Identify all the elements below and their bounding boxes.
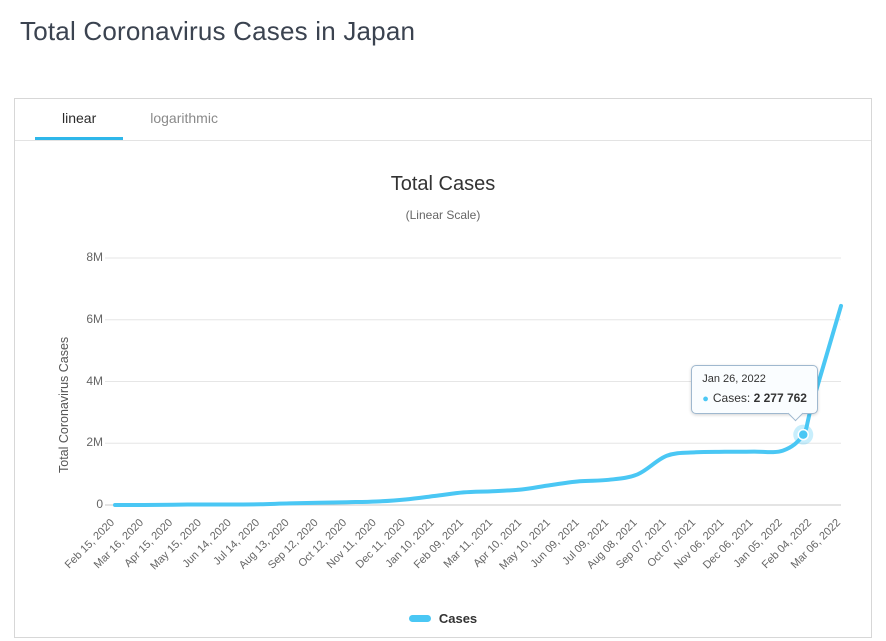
legend: Cases — [15, 609, 871, 627]
tab-logarithmic[interactable]: logarithmic — [150, 110, 218, 126]
cases-line[interactable] — [113, 303, 843, 508]
chart-subtitle: (Linear Scale) — [405, 208, 481, 222]
y-tick-label: 6M — [86, 311, 103, 326]
tooltip-row: ● Cases: 2 277 762 — [702, 391, 807, 405]
chart-card: linear logarithmic Total Cases (Linear S… — [14, 98, 872, 638]
scale-tabs: linear logarithmic — [15, 99, 871, 141]
chart: Total Cases (Linear Scale) Total Coronav… — [15, 141, 871, 637]
chart-canvas[interactable] — [15, 141, 871, 637]
legend-label: Cases — [438, 611, 478, 626]
tooltip-series-label: Cases: — [712, 390, 751, 405]
y-axis-title: Total Coronavirus Cases — [57, 336, 71, 473]
tooltip-value: 2 277 762 — [753, 390, 807, 405]
tab-linear[interactable]: linear — [35, 99, 124, 140]
legend-item-cases[interactable]: Cases — [408, 611, 478, 626]
y-tick-label: 2M — [86, 435, 103, 450]
marker-point[interactable] — [797, 428, 809, 441]
chart-title: Total Cases — [390, 173, 496, 195]
y-tick-label: 8M — [86, 250, 103, 264]
series-line-icon — [408, 615, 431, 622]
series-bullet-icon: ● — [702, 392, 709, 405]
tooltip: Jan 26, 2022 ● Cases: 2 277 762 — [691, 364, 818, 414]
y-tick-label: 0 — [96, 497, 103, 511]
page-title: Total Coronavirus Cases in Japan — [20, 16, 416, 46]
tooltip-date: Jan 26, 2022 — [702, 372, 766, 385]
y-tick-label: 4M — [86, 373, 103, 388]
